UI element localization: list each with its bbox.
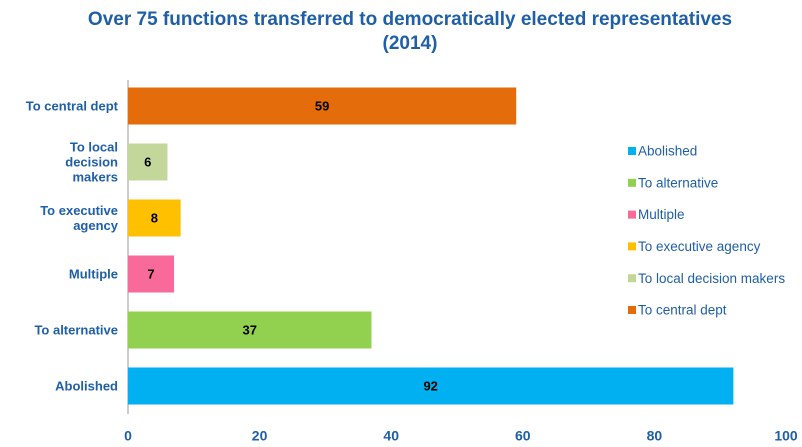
x-tick-label: 40 (383, 428, 399, 444)
legend-label: To local decision makers (638, 271, 785, 286)
bar (128, 199, 181, 237)
legend-swatch (628, 210, 636, 219)
legend-label: To alternative (638, 175, 718, 190)
value-label: 59 (315, 98, 329, 113)
y-tick-label: To central dept (25, 98, 118, 114)
x-tick-label: 60 (515, 428, 531, 444)
value-label: 37 (242, 322, 256, 337)
value-label: 8 (151, 210, 158, 225)
value-label: 7 (147, 266, 154, 281)
x-tick-label: 80 (647, 428, 663, 444)
bar (128, 367, 734, 405)
y-tick-label: To executive agency (40, 203, 118, 233)
y-tick-label: Multiple (68, 266, 118, 282)
legend-label: To executive agency (638, 239, 761, 254)
legend-label: Abolished (638, 144, 697, 159)
y-tick-label: To alternative (34, 322, 118, 338)
value-label: 6 (144, 154, 151, 169)
bar (128, 311, 372, 349)
bar (128, 255, 175, 293)
y-tick-label: Abolished (55, 378, 118, 394)
bar (128, 143, 168, 181)
legend-swatch (628, 178, 636, 187)
value-label: 92 (423, 378, 437, 393)
legend-label: To central dept (638, 303, 727, 318)
chart-title: Over 75 functions transferred to democra… (87, 9, 733, 54)
legend-swatch (628, 274, 636, 283)
x-tick-label: 20 (252, 428, 268, 444)
legend-swatch (628, 147, 636, 155)
y-tick-label: To local decision makers (65, 139, 118, 185)
x-tick-label: 100 (774, 428, 798, 444)
legend-swatch (628, 306, 636, 314)
legend-swatch (628, 242, 636, 251)
bar (128, 87, 517, 125)
x-tick-label: 0 (124, 428, 132, 444)
legend-label: Multiple (638, 207, 685, 222)
